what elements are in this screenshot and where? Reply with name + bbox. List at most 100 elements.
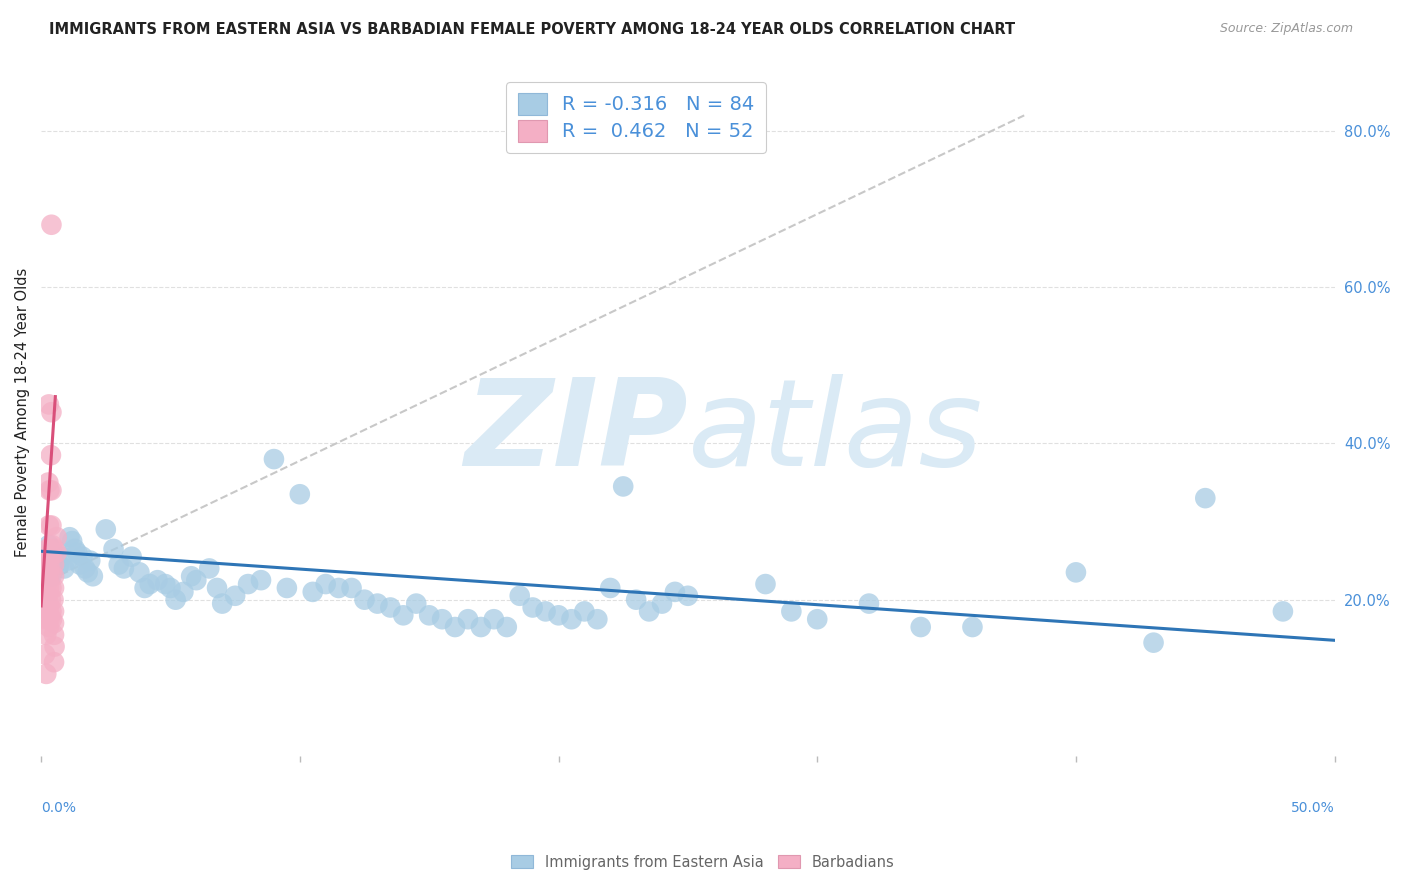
- Point: [75, 561, 97, 575]
- Point: [41, 483, 63, 498]
- Point: [35, 597, 58, 611]
- Point: [574, 604, 596, 618]
- Text: IMMIGRANTS FROM EASTERN ASIA VS BARBADIAN FEMALE POVERTY AMONG 18-24 YEAR OLDS C: IMMIGRANTS FROM EASTERN ASIA VS BARBADIA…: [49, 22, 1015, 37]
- Point: [35, 558, 58, 572]
- Point: [224, 589, 246, 603]
- Point: [482, 612, 505, 626]
- Point: [560, 612, 582, 626]
- Point: [58, 530, 80, 544]
- Point: [41, 518, 63, 533]
- Point: [250, 573, 273, 587]
- Legend: Immigrants from Eastern Asia, Barbadians: Immigrants from Eastern Asia, Barbadians: [506, 849, 900, 876]
- Point: [328, 581, 350, 595]
- Point: [41, 405, 63, 419]
- Point: [155, 577, 177, 591]
- Point: [418, 608, 440, 623]
- Point: [35, 628, 58, 642]
- Point: [205, 581, 228, 595]
- Point: [392, 608, 415, 623]
- Point: [159, 581, 181, 595]
- Point: [405, 597, 427, 611]
- Point: [45, 554, 67, 568]
- Point: [32, 592, 55, 607]
- Point: [35, 612, 58, 626]
- Point: [146, 573, 169, 587]
- Point: [42, 546, 65, 560]
- Point: [38, 397, 60, 411]
- Point: [806, 612, 828, 626]
- Point: [42, 569, 65, 583]
- Point: [60, 534, 83, 549]
- Point: [34, 648, 56, 662]
- Text: 50.0%: 50.0%: [1291, 801, 1334, 814]
- Point: [35, 585, 58, 599]
- Point: [39, 448, 62, 462]
- Point: [236, 577, 259, 591]
- Point: [41, 604, 63, 618]
- Point: [32, 569, 55, 583]
- Point: [38, 620, 60, 634]
- Point: [172, 585, 194, 599]
- Point: [42, 581, 65, 595]
- Point: [380, 600, 402, 615]
- Point: [186, 573, 208, 587]
- Point: [41, 566, 63, 580]
- Point: [107, 558, 129, 572]
- Point: [94, 522, 117, 536]
- Point: [37, 573, 59, 587]
- Point: [34, 577, 56, 591]
- Point: [121, 549, 143, 564]
- Point: [128, 566, 150, 580]
- Point: [42, 655, 65, 669]
- Point: [366, 597, 388, 611]
- Point: [134, 581, 156, 595]
- Point: [638, 604, 661, 618]
- Point: [42, 541, 65, 556]
- Point: [180, 569, 202, 583]
- Point: [38, 549, 60, 564]
- Point: [76, 566, 98, 580]
- Point: [82, 569, 104, 583]
- Point: [612, 479, 634, 493]
- Point: [457, 612, 479, 626]
- Point: [41, 549, 63, 564]
- Point: [38, 566, 60, 580]
- Point: [38, 483, 60, 498]
- Point: [37, 589, 59, 603]
- Point: [79, 554, 101, 568]
- Point: [103, 541, 125, 556]
- Point: [66, 546, 89, 560]
- Legend: R = -0.316   N = 84, R =  0.462   N = 52: R = -0.316 N = 84, R = 0.462 N = 52: [506, 82, 766, 153]
- Point: [624, 592, 647, 607]
- Point: [1142, 635, 1164, 649]
- Text: atlas: atlas: [688, 375, 983, 491]
- Point: [41, 581, 63, 595]
- Point: [38, 597, 60, 611]
- Point: [41, 569, 63, 583]
- Point: [754, 577, 776, 591]
- Text: ZIP: ZIP: [464, 375, 688, 491]
- Point: [32, 581, 55, 595]
- Point: [51, 549, 73, 564]
- Point: [1271, 604, 1294, 618]
- Point: [586, 612, 609, 626]
- Text: 0.0%: 0.0%: [41, 801, 76, 814]
- Text: Source: ZipAtlas.com: Source: ZipAtlas.com: [1219, 22, 1353, 36]
- Point: [41, 612, 63, 626]
- Point: [42, 592, 65, 607]
- Point: [42, 616, 65, 631]
- Point: [547, 608, 569, 623]
- Point: [35, 549, 58, 564]
- Point: [288, 487, 311, 501]
- Point: [35, 666, 58, 681]
- Point: [31, 561, 53, 575]
- Point: [45, 530, 67, 544]
- Point: [664, 585, 686, 599]
- Point: [780, 604, 803, 618]
- Point: [470, 620, 492, 634]
- Point: [45, 546, 67, 560]
- Point: [1064, 566, 1087, 580]
- Point: [962, 620, 984, 634]
- Point: [444, 620, 467, 634]
- Point: [63, 541, 86, 556]
